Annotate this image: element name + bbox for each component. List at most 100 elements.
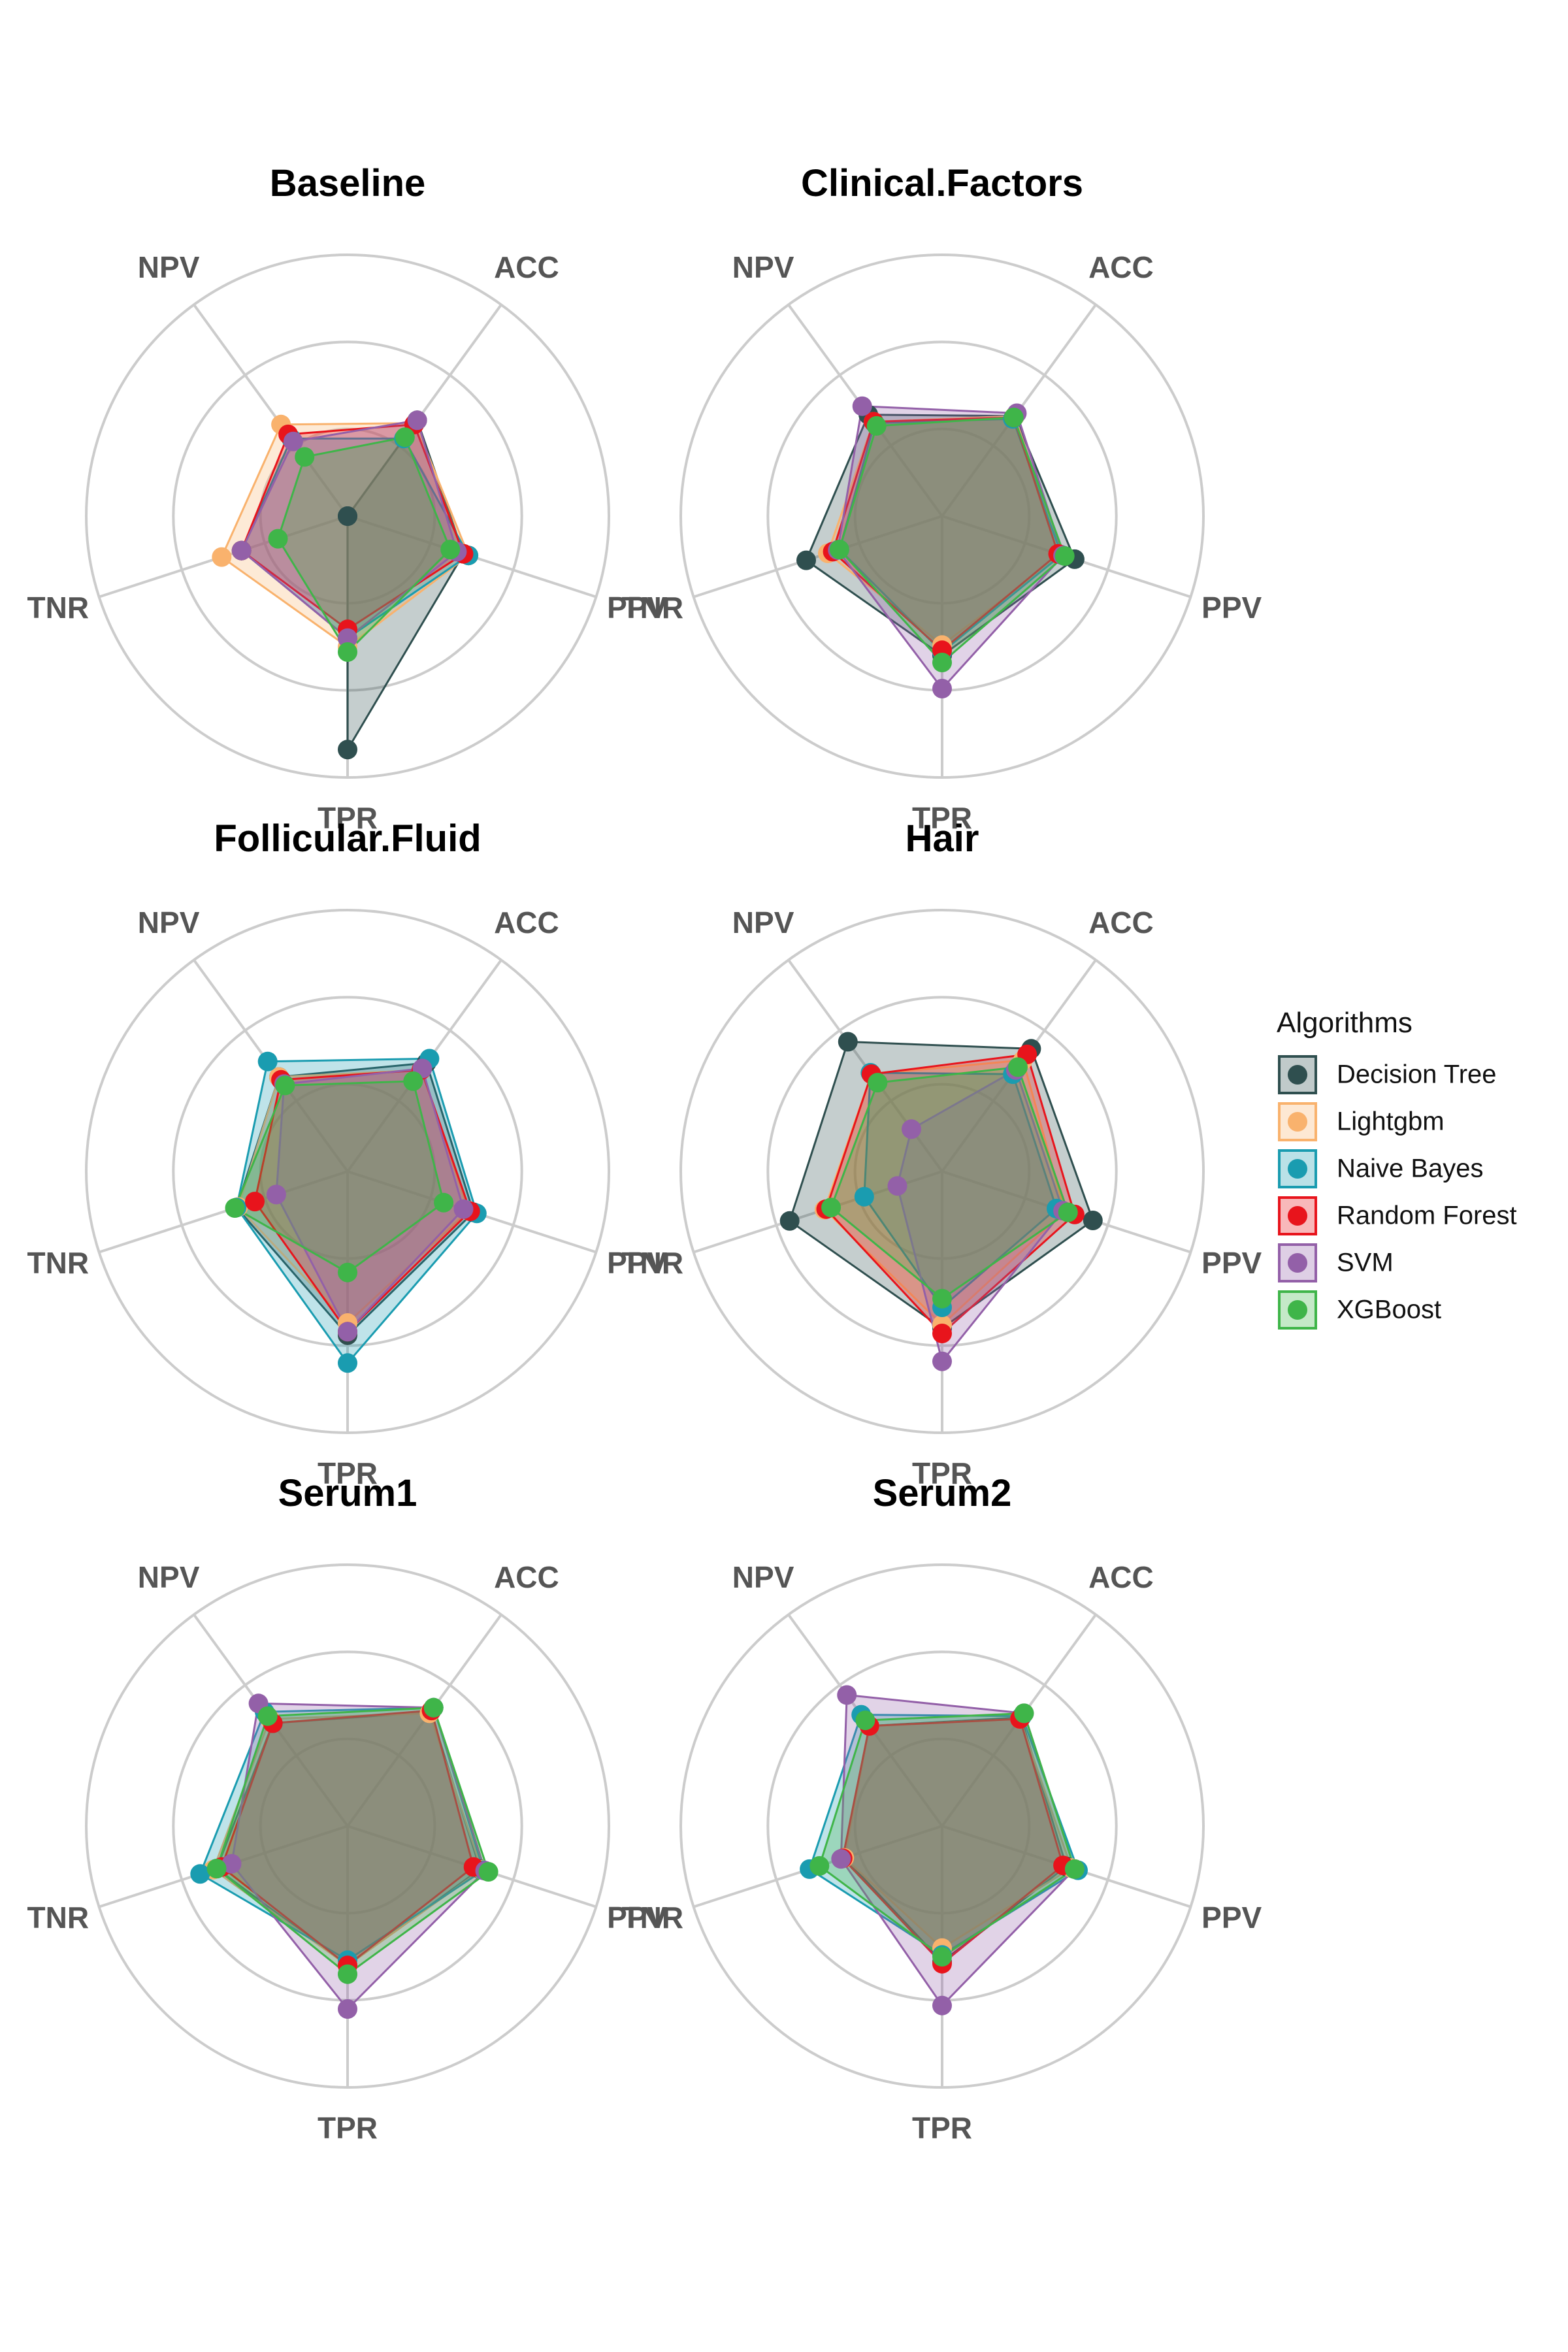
point-xgboost-npv bbox=[866, 416, 887, 436]
radar-panel-hair: Hair ACC PPV TPR TNR NPV bbox=[622, 817, 1262, 1490]
point-naive-bayes-tnr bbox=[190, 1864, 210, 1884]
axis-label-acc: ACC bbox=[1088, 906, 1154, 939]
legend-marker-naive-bayes bbox=[1288, 1159, 1307, 1179]
point-xgboost-acc bbox=[395, 427, 415, 448]
point-xgboost-tnr bbox=[206, 1859, 227, 1879]
legend-marker-xgboost bbox=[1288, 1300, 1307, 1320]
series-points bbox=[796, 396, 1085, 698]
legend-marker-svm bbox=[1288, 1253, 1307, 1273]
axis-label-npv: NPV bbox=[138, 250, 200, 284]
axis-label-tpr: TPR bbox=[912, 801, 972, 835]
axis-label-acc: ACC bbox=[1088, 250, 1154, 284]
legend-item-svm: SVM bbox=[1278, 1243, 1394, 1282]
point-svm-npv bbox=[837, 1685, 857, 1705]
axis-label-ppv: PPV bbox=[607, 1246, 667, 1280]
point-xgboost-tnr bbox=[268, 529, 288, 549]
point-svm-tpr bbox=[338, 1999, 357, 2019]
point-xgboost-tnr bbox=[809, 1856, 830, 1876]
panel-title: Baseline bbox=[270, 162, 426, 204]
point-lightgbm-tnr bbox=[212, 547, 232, 567]
point-xgboost-tnr bbox=[225, 1198, 245, 1218]
point-svm-tnr bbox=[221, 1854, 242, 1874]
point-xgboost-tpr bbox=[932, 1947, 952, 1967]
series-area-xgboost bbox=[830, 1066, 1070, 1300]
series-area-random-forest bbox=[220, 1709, 475, 1967]
point-xgboost-ppv bbox=[1064, 1859, 1085, 1879]
axis-spoke-tnr bbox=[98, 1170, 348, 1254]
axis-spoke-tnr bbox=[693, 515, 943, 598]
legend-marker-decision-tree bbox=[1288, 1065, 1307, 1085]
legend-key-decision-tree bbox=[1278, 1055, 1317, 1094]
legend: Algorithms Decision Tree Lightgbm Naive Bay… bbox=[1277, 1007, 1517, 1330]
series-area-svm bbox=[275, 1068, 465, 1333]
point-svm-tnr bbox=[266, 1184, 286, 1205]
point-xgboost-npv bbox=[868, 1073, 888, 1093]
point-svm-tpr bbox=[932, 1351, 952, 1371]
point-xgboost-npv bbox=[855, 1710, 875, 1731]
point-decision-tree-ppv bbox=[1083, 1211, 1103, 1230]
legend-label-decision-tree: Decision Tree bbox=[1337, 1060, 1497, 1089]
point-xgboost-ppv bbox=[478, 1862, 498, 1882]
radar-panel-baseline: Baseline ACC PPV TPR TNR NPV bbox=[27, 162, 668, 835]
point-xgboost-ppv bbox=[440, 540, 461, 560]
series-areas bbox=[805, 405, 1076, 690]
axis-label-tnr: TNR bbox=[622, 1901, 684, 1935]
axis-label-acc: ACC bbox=[1088, 1560, 1154, 1594]
radar-panel-follicular-fluid: Follicular.Fluid ACC PPV TPR TNR NPV bbox=[27, 817, 668, 1490]
axis-label-tpr: TPR bbox=[912, 2111, 972, 2145]
radar-panel-clinical-factors: Clinical.Factors ACC PPV TPR TNR NPV bbox=[622, 162, 1262, 835]
axis-label-tnr: TNR bbox=[27, 1901, 90, 1935]
axis-label-tnr: TNR bbox=[27, 1246, 90, 1280]
series-area-xgboost bbox=[277, 436, 451, 653]
axis-label-ppv: PPV bbox=[607, 591, 667, 625]
radar-panel-serum2: Serum2 ACC PPV TPR TNR NPV bbox=[622, 1472, 1262, 2145]
axis-label-tpr: TPR bbox=[912, 1456, 972, 1490]
point-svm-tnr bbox=[887, 1176, 907, 1196]
point-xgboost-tnr bbox=[829, 540, 849, 560]
axis-label-ppv: PPV bbox=[1201, 591, 1262, 625]
axis-label-npv: NPV bbox=[732, 906, 794, 939]
point-xgboost-acc bbox=[403, 1071, 423, 1091]
legend-title: Algorithms bbox=[1277, 1007, 1413, 1039]
point-xgboost-acc bbox=[1008, 1057, 1028, 1077]
legend-marker-lightgbm bbox=[1288, 1112, 1307, 1132]
point-naive-bayes-npv bbox=[257, 1051, 278, 1071]
point-decision-tree-npv bbox=[838, 1032, 858, 1052]
point-xgboost-tpr bbox=[338, 1262, 357, 1282]
point-xgboost-acc bbox=[1014, 1703, 1034, 1723]
point-naive-bayes-tnr bbox=[854, 1186, 874, 1207]
legend-marker-random-forest bbox=[1288, 1206, 1307, 1226]
legend-item-naive-bayes: Naive Bayes bbox=[1278, 1149, 1484, 1188]
panel-title: Serum2 bbox=[873, 1472, 1012, 1514]
radar-panels: Baseline ACC PPV TPR TNR NPV Clinical.Factors A… bbox=[27, 162, 1262, 2145]
point-svm-ppv bbox=[453, 1199, 474, 1219]
axis-label-npv: NPV bbox=[138, 1560, 200, 1594]
point-svm-npv bbox=[852, 396, 872, 416]
series-areas bbox=[199, 1702, 490, 2010]
axis-label-acc: ACC bbox=[494, 1560, 559, 1594]
point-xgboost-tpr bbox=[932, 1288, 952, 1309]
point-xgboost-npv bbox=[257, 1706, 278, 1726]
point-xgboost-acc bbox=[1004, 408, 1024, 427]
point-xgboost-tpr bbox=[338, 1964, 357, 1984]
point-random-forest-tnr bbox=[245, 1192, 265, 1212]
legend-label-xgboost: XGBoost bbox=[1337, 1296, 1441, 1324]
series-area-xgboost bbox=[838, 416, 1066, 664]
axis-label-ppv: PPV bbox=[1201, 1246, 1262, 1280]
point-svm-acc bbox=[407, 410, 427, 431]
axis-spoke-npv bbox=[193, 304, 349, 517]
series-areas bbox=[220, 419, 470, 751]
point-svm-tnr bbox=[231, 540, 252, 561]
legend-label-random-forest: Random Forest bbox=[1337, 1201, 1517, 1230]
point-decision-tree-tpr bbox=[338, 740, 357, 760]
point-xgboost-tnr bbox=[821, 1198, 841, 1218]
series-areas bbox=[234, 1057, 478, 1364]
series-area-random-forest bbox=[825, 1053, 1076, 1335]
series-points bbox=[225, 1049, 487, 1373]
axis-label-npv: NPV bbox=[732, 250, 794, 284]
radar-panel-serum1: Serum1 ACC PPV TPR TNR NPV bbox=[27, 1472, 668, 2145]
axis-label-tnr: TNR bbox=[622, 591, 684, 625]
series-area-xgboost bbox=[234, 1080, 445, 1274]
axis-label-tpr: TPR bbox=[318, 2111, 378, 2145]
